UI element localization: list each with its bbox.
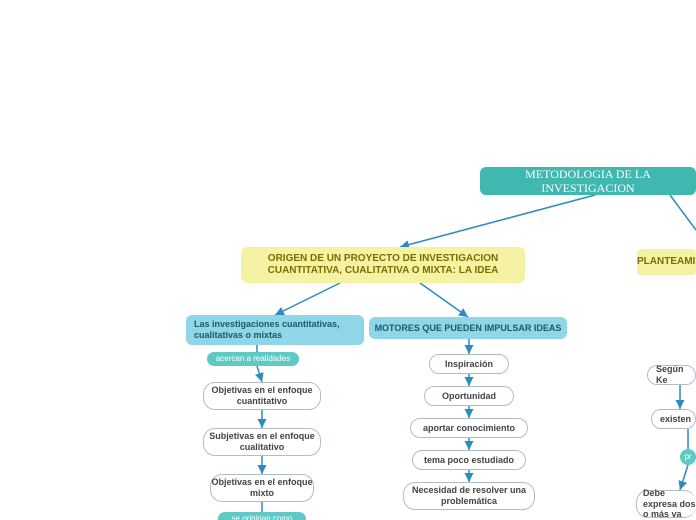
node-motores: MOTORES QUE PUEDEN IMPULSAR IDEAS [369,317,567,339]
node-necesidad: Necesidad de resolver una problemática [403,482,535,510]
node-pr: pr [680,449,696,465]
node-existen: existen [651,409,696,429]
node-plantea: PLANTEAMIE [637,249,696,275]
node-obj_mixto: Objetivas en el enfoque mixto [210,474,314,502]
node-subj_cual: Subjetivas en el enfoque cualitativo [203,428,321,456]
node-segun: Según Ke [647,365,696,385]
node-root: METODOLOGIA DE LA INVESTIGACION [480,167,696,195]
node-aportar: aportar conocimiento [410,418,528,438]
node-invest: Las investigaciones cuantitativas, cuali… [186,315,364,345]
node-acercan: acercan a realidades [207,352,299,366]
node-se_originan: se originan como [218,512,306,520]
node-inspiracion: Inspiración [429,354,509,374]
node-tema: tema poco estudiado [412,450,526,470]
node-debe: Debe expresa dos o más va [636,490,696,518]
node-obj_cuant: Objetivas en el enfoque cuantitativo [203,382,321,410]
node-oportunidad: Oportunidad [424,386,514,406]
node-origen: ORIGEN DE UN PROYECTO DE INVESTIGACION C… [241,247,525,283]
